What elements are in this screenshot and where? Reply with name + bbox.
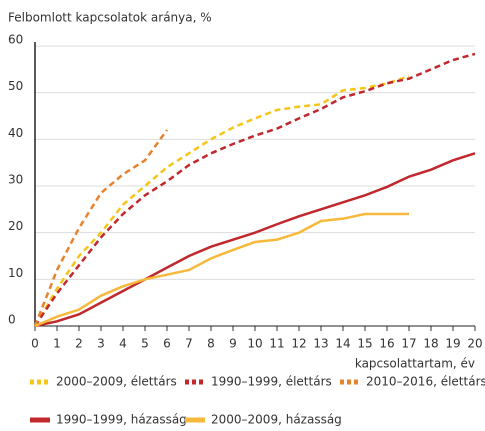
series-line <box>34 212 409 328</box>
x-tick-label: 9 <box>229 337 237 351</box>
y-tick-label: 40 <box>8 126 23 140</box>
x-tick-label: 14 <box>335 337 350 351</box>
x-tick-label: 11 <box>269 337 284 351</box>
y-tick-label: 50 <box>8 79 23 93</box>
x-tick-label: 15 <box>357 337 372 351</box>
x-tick-label: 13 <box>313 337 328 351</box>
x-tick-label: 17 <box>401 337 416 351</box>
x-tick-label: 19 <box>445 337 460 351</box>
y-tick-label: 0 <box>8 313 16 327</box>
legend-label: 1990–1999, házasság <box>56 413 187 427</box>
series-line <box>33 129 169 327</box>
x-tick-label: 4 <box>119 337 127 351</box>
x-tick-label: 3 <box>97 337 105 351</box>
y-tick-label: 60 <box>8 33 23 47</box>
legend-label: 2000–2009, házasság <box>211 413 342 427</box>
x-tick-label: 8 <box>207 337 215 351</box>
x-tick-label: 5 <box>141 337 149 351</box>
x-tick-label: 1 <box>53 337 61 351</box>
x-tick-label: 2 <box>75 337 83 351</box>
y-tick-label: 10 <box>8 266 23 280</box>
x-tick-label: 0 <box>31 337 39 351</box>
legend-label: 2000–2009, élettárs <box>56 375 177 389</box>
x-tick-label: 6 <box>163 337 171 351</box>
y-tick-label: 30 <box>8 173 23 187</box>
x-tick-label: 18 <box>423 337 438 351</box>
series-line <box>33 52 476 327</box>
y-tick-label: 20 <box>8 219 23 233</box>
x-tick-label: 20 <box>467 337 482 351</box>
x-tick-label: 12 <box>291 337 306 351</box>
legend-label: 2010–2016, élettárs <box>366 375 485 389</box>
x-tick-label: 7 <box>185 337 193 351</box>
series-line <box>34 152 476 328</box>
x-tick-label: 10 <box>247 337 262 351</box>
x-axis-label: kapcsolattartam, év <box>355 357 475 371</box>
x-tick-label: 16 <box>379 337 394 351</box>
legend-label: 1990–1999, élettárs <box>211 375 332 389</box>
y-axis-label: Felbomlott kapcsolatok aránya, % <box>8 11 212 25</box>
series-line <box>33 75 410 327</box>
